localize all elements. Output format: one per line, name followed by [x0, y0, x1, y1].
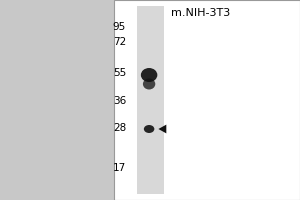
- FancyBboxPatch shape: [114, 0, 300, 200]
- Text: 36: 36: [113, 96, 126, 106]
- Text: 28: 28: [113, 123, 126, 133]
- Text: m.NIH-3T3: m.NIH-3T3: [171, 8, 231, 18]
- FancyBboxPatch shape: [136, 6, 164, 194]
- Ellipse shape: [141, 68, 158, 82]
- Text: 17: 17: [113, 163, 126, 173]
- Ellipse shape: [144, 125, 154, 133]
- Text: 95: 95: [113, 22, 126, 32]
- Text: 55: 55: [113, 68, 126, 78]
- Polygon shape: [158, 125, 166, 133]
- Text: 72: 72: [113, 37, 126, 47]
- Ellipse shape: [143, 79, 155, 90]
